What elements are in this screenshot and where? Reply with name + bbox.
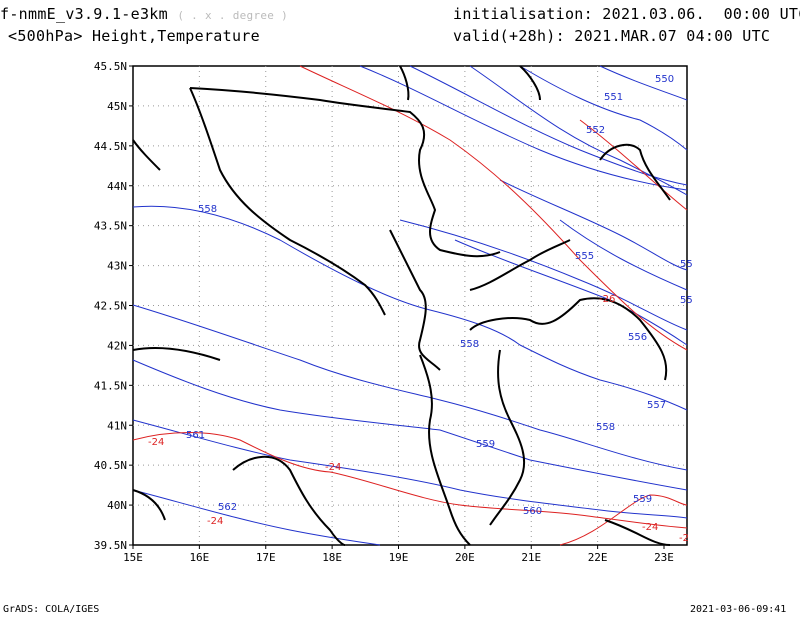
temperature-contour-label: -26 [599,294,615,305]
lat-label: 44.5N [94,140,127,153]
lat-label: 42.5N [94,300,127,313]
coastlines-borders [132,65,671,546]
lat-label: 42N [107,339,127,352]
height-contour-label: 558 [198,204,217,215]
model-subtitle: ( . x . degree ) [177,9,289,22]
lat-label: 45N [107,100,127,113]
height-contour-label: 558 [596,422,615,433]
temperature-contour-label: -24 [642,522,658,533]
lon-label: 17E [256,551,276,564]
lat-label: 40.5N [94,459,127,472]
lat-label: 43N [107,260,127,273]
lon-label: 22E [588,551,608,564]
lat-label: 44N [107,180,127,193]
lat-label: 43.5N [94,220,127,233]
height-contour-label: 550 [655,74,674,85]
lon-label: 15E [123,551,143,564]
lon-label: 18E [322,551,342,564]
height-contour-label: 552 [586,125,605,136]
height-contour-label: 551 [604,92,623,103]
lat-label: 39.5N [94,539,127,552]
model-title: f-nmmE_v3.9.1-e3km ( . x . degree ) [0,5,289,23]
height-contour-label: 557 [647,400,666,411]
axis-ticks: 15E 16E 17E 18E 19E 20E 21E 22E 23E 45.5N 45N 44.5N… [94,60,674,564]
footer-left: GrADS: COLA/IGES [3,604,100,615]
height-contour-label: 55 [680,259,693,270]
contour-labels: 550 551 552 558 555 556 557 558 559 560 561 562 558 5… [148,74,693,544]
lat-label: 40N [107,499,127,512]
temperature-contour-label: -24 [325,462,341,473]
height-contour-label: 561 [186,430,205,441]
lat-label: 45.5N [94,60,127,73]
height-contour-label: 559 [633,494,652,505]
init-time: initialisation: 2021.03.06. 00:00 UTC [453,5,800,23]
temperature-contour-label: -24 [207,516,223,527]
grid-lines [133,66,687,545]
height-contour-label: 559 [476,439,495,450]
lon-label: 19E [389,551,409,564]
height-contours [132,65,688,546]
temperature-contours [132,65,688,546]
temperature-contour-label: -24 [148,437,164,448]
temperature-contour-label: -2 [679,533,689,544]
field-title: <500hPa> Height,Temperature [8,27,260,45]
height-contour-label: 555 [575,251,594,262]
lon-label: 20E [455,551,475,564]
height-contour-label: 558 [460,339,479,350]
height-contour-label: 560 [523,506,542,517]
valid-time: valid(+28h): 2021.MAR.07 04:00 UTC [453,27,771,45]
lon-label: 23E [654,551,674,564]
lon-label: 16E [189,551,209,564]
height-contour-label: 562 [218,502,237,513]
lat-label: 41N [107,419,127,432]
lat-label: 41.5N [94,379,127,392]
height-contour-label: 556 [628,332,647,343]
lon-label: 21E [521,551,541,564]
footer-right: 2021-03-06-09:41 [690,604,787,615]
height-contour-label: 55 [680,295,693,306]
